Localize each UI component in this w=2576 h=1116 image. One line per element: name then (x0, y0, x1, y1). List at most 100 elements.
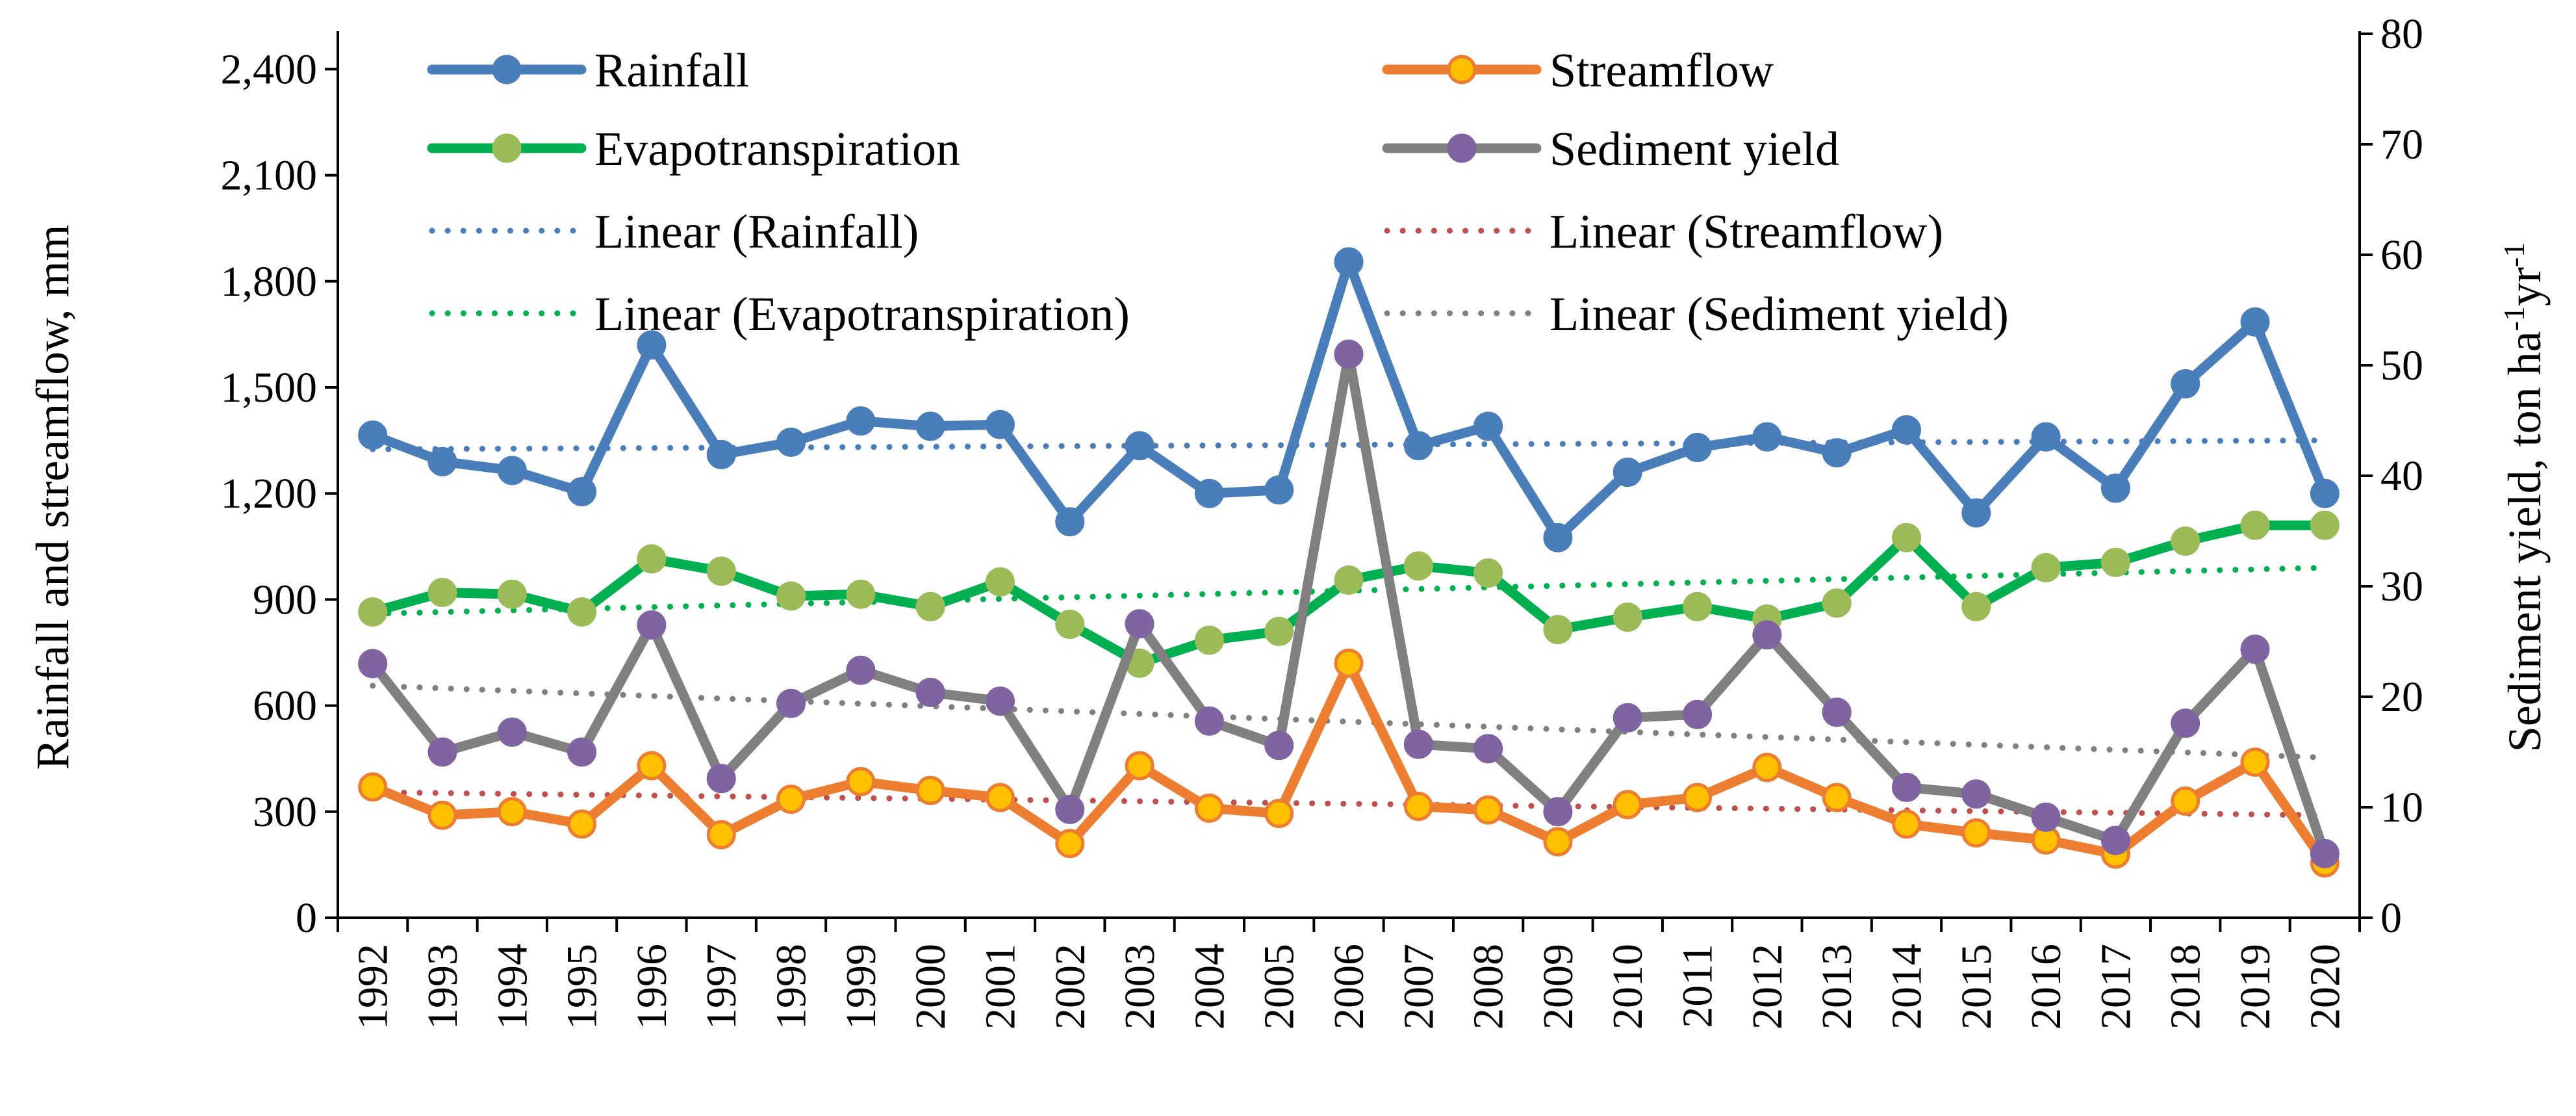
legend-item: Linear (Sediment yield) (1384, 288, 2009, 341)
evapotranspiration-point (1403, 551, 1433, 581)
legend-marker (1447, 55, 1477, 84)
rainfall-point (915, 411, 945, 441)
legend-item: Linear (Rainfall) (429, 205, 919, 259)
legend-item: Rainfall (427, 44, 749, 97)
sediment-point (706, 764, 736, 794)
rainfall-point (1822, 438, 1852, 468)
evapotranspiration-point (427, 578, 457, 608)
rainfall-point (776, 427, 806, 457)
streamflow-point (1194, 793, 1224, 823)
rainfall-point (1264, 475, 1294, 505)
legend-marker (492, 55, 522, 84)
evapotranspiration-point (1961, 591, 1991, 621)
streamflow_trend-line (370, 789, 2328, 818)
x-tick-label: 2003 (1116, 944, 1164, 1030)
right-tick-label: 50 (2380, 342, 2423, 389)
rainfall-point (637, 330, 667, 360)
legend-label: Evapotranspiration (594, 123, 960, 176)
sediment-point (1334, 339, 1364, 369)
sediment-point (358, 649, 388, 679)
left-tick-label: 1,800 (221, 258, 318, 305)
rainfall-point (497, 456, 527, 486)
legend-label: Linear (Sediment yield) (1549, 288, 2009, 341)
x-tick-label: 1995 (559, 944, 606, 1030)
rainfall-point (358, 420, 388, 450)
streamflow-point (1055, 829, 1085, 859)
streamflow-point (1125, 751, 1154, 781)
rainfall-point (1961, 498, 1991, 528)
evapotranspiration-point (776, 581, 806, 611)
evapotranspiration-point (706, 556, 736, 586)
x-tick-label: 1992 (350, 944, 397, 1030)
x-tick-label: 2016 (2022, 944, 2070, 1030)
rainfall-point (2310, 478, 2340, 508)
streamflow-point (1752, 753, 1782, 783)
evapotranspiration-point (567, 597, 597, 627)
sediment-point (915, 677, 945, 707)
trendlines-layer (370, 437, 2328, 818)
rainfall-point (1194, 478, 1224, 508)
x-tick-label: 2014 (1883, 944, 1930, 1030)
evapotranspiration-point (1194, 625, 1224, 655)
sediment-point (1055, 794, 1085, 824)
axes-layer: 0 300 600 900 1,200 1,500 1,800 2,100 2,400 0 10 20… (221, 10, 2424, 1030)
right-tick-label: 0 (2380, 894, 2402, 942)
rainfall-point (1473, 411, 1503, 441)
streamflow-point (706, 820, 736, 850)
sediment-point (2100, 825, 2130, 855)
left-tick-label: 300 (253, 788, 317, 836)
streamflow-point (985, 783, 1015, 812)
evapotranspiration-point (1683, 591, 1713, 621)
x-tick-label: 2019 (2232, 944, 2279, 1030)
x-tick-label: 2009 (1535, 944, 1582, 1030)
right-tick-label: 20 (2380, 673, 2423, 721)
rainfall-point (2031, 422, 2061, 452)
evapotranspiration-point (358, 597, 388, 627)
right-axis-title-mid: yr (2499, 267, 2551, 306)
rainfall-point (1891, 415, 1921, 445)
evapotranspiration-point (2240, 510, 2270, 540)
streamflow-point (846, 767, 876, 797)
et_trend-line (370, 564, 2328, 617)
left-axis-title: Rainfall and streamflow, mm (27, 224, 79, 770)
evapotranspiration-point (1822, 588, 1852, 618)
legend-item: Streamflow (1382, 44, 1774, 97)
rainfall-point (1055, 507, 1085, 537)
x-tick-label: 2020 (2301, 944, 2349, 1030)
sediment-point (1125, 609, 1154, 639)
streamflow-point (1891, 809, 1921, 839)
streamflow-point (1683, 783, 1713, 812)
sediment-point (637, 610, 667, 640)
sediment-point (497, 717, 527, 747)
evapotranspiration-point (2171, 526, 2200, 556)
right-axis-title-main: Sediment yield, ton ha (2499, 331, 2551, 752)
rainfall-point (1125, 431, 1154, 461)
x-tick-label: 2006 (1325, 944, 1373, 1030)
streamflow-point (567, 809, 597, 839)
sediment-point (776, 688, 806, 718)
x-tick-label: 1994 (489, 944, 536, 1030)
axis-titles: Rainfall and streamflow, mm Sediment yie… (27, 224, 2551, 770)
streamflow-point (1543, 827, 1573, 857)
right-axis-title: Sediment yield, ton ha-1yr-1 (2497, 242, 2551, 753)
rainfall-point (846, 406, 876, 436)
sediment-point (2240, 634, 2270, 664)
legend-item: Linear (Evapotranspiration) (429, 288, 1130, 341)
streamflow-point (1822, 783, 1852, 812)
sediment-point (2310, 838, 2340, 868)
rainfall-point (1334, 247, 1364, 277)
streamflow-point (2171, 786, 2200, 816)
x-tick-label: 2000 (907, 944, 954, 1030)
rainfall-point (2240, 307, 2270, 337)
evapotranspiration-point (1543, 615, 1573, 645)
evapotranspiration-point (985, 567, 1015, 597)
x-tick-label: 2004 (1186, 944, 1233, 1030)
streamflow-point (1334, 648, 1364, 678)
legend-label: Linear (Rainfall) (594, 205, 919, 259)
legend-label: Sediment yield (1549, 123, 1839, 176)
x-tick-label: 2011 (1674, 944, 1722, 1028)
rainfall-point (1613, 458, 1642, 487)
right-axis-title-sup2: -1 (2497, 242, 2531, 267)
sediment-point (1613, 703, 1642, 733)
right-tick-label: 60 (2380, 231, 2423, 279)
